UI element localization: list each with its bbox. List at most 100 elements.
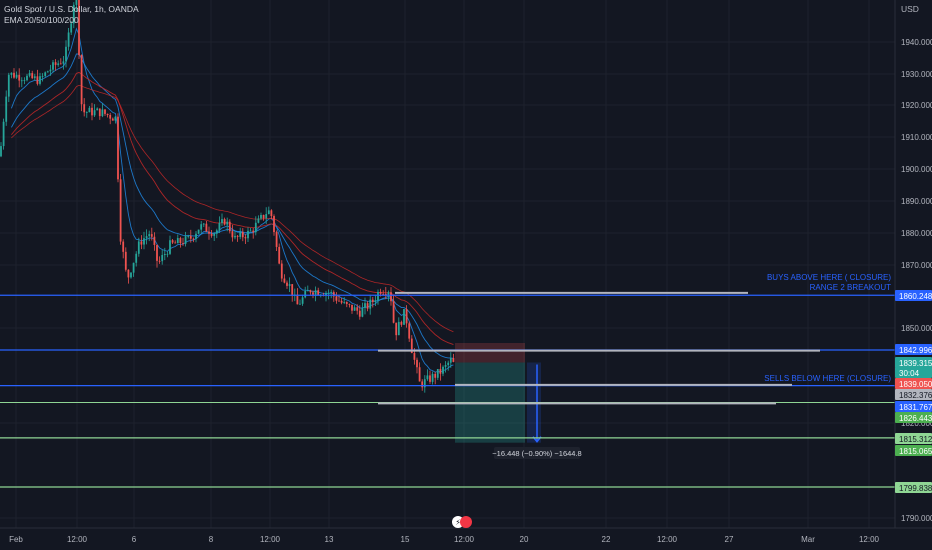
candle-body: [390, 292, 392, 302]
candle-body: [75, 0, 78, 5]
price-axis[interactable]: 1940.000 1930.000 1920.000 1910.000 1900.000…: [901, 38, 932, 523]
x-tick-label: Feb: [9, 535, 23, 544]
price-label-box: [895, 378, 932, 389]
candle-body: [273, 216, 275, 233]
candle-body: [130, 272, 132, 278]
y-tick-label: 1920.000: [901, 101, 932, 110]
candle-body: [275, 232, 278, 247]
ema-line: [11, 84, 454, 333]
candle-body: [101, 109, 104, 117]
x-tick-label: 12:00: [859, 535, 880, 544]
candle-body: [257, 218, 260, 223]
candle-body: [332, 292, 335, 297]
candle-body: [270, 210, 273, 217]
candle-body: [5, 96, 8, 122]
sell-note: SELLS BELOW HERE (CLOSURE): [764, 374, 891, 383]
candle-body: [283, 278, 286, 283]
candle-body: [197, 229, 200, 234]
price-label: 1832.376: [899, 391, 932, 400]
time-axis[interactable]: Feb 12:00 6 8 12:00 13 15 12:00 20 22 12:00 27 Mar 12…: [9, 535, 879, 544]
candle-body: [234, 235, 236, 238]
y-tick-label: 1850.000: [901, 324, 932, 333]
x-tick-label: 20: [520, 535, 529, 544]
candle-body: [351, 304, 353, 311]
candle-body: [80, 54, 83, 105]
candle-body: [62, 61, 65, 64]
candle-body: [104, 109, 106, 114]
candle-body: [23, 80, 26, 81]
candle-body: [288, 284, 291, 286]
candle-body: [145, 236, 148, 239]
candle-body: [153, 236, 156, 245]
candle-body: [314, 290, 317, 295]
candle-body: [416, 359, 418, 368]
candle-body: [312, 292, 314, 295]
candle-body: [127, 269, 130, 278]
candle-body: [338, 300, 340, 302]
candle-body: [286, 282, 288, 286]
candle-body: [135, 253, 138, 263]
candle-body: [46, 71, 49, 73]
price-label-box: [895, 290, 932, 301]
candle-body: [83, 104, 86, 113]
candle-body: [148, 234, 151, 237]
candle-body: [2, 121, 5, 147]
candle-body: [39, 76, 41, 84]
candle-body: [226, 221, 229, 225]
candle-body: [179, 238, 182, 244]
candle-body: [343, 302, 346, 303]
candle-body: [174, 242, 177, 244]
price-label-box: [895, 412, 932, 423]
candle-body: [215, 230, 218, 234]
candle-body: [444, 365, 447, 367]
candle-body: [317, 290, 320, 296]
candle-body: [0, 146, 2, 157]
candle-body: [13, 72, 15, 78]
price-label-box: [895, 401, 932, 412]
price-label: 1826.443: [899, 414, 932, 423]
x-tick-label: 12:00: [657, 535, 678, 544]
candle-body: [158, 260, 161, 262]
price-label: 30:04: [899, 369, 920, 378]
candle-body: [221, 219, 223, 223]
candle-body: [161, 255, 164, 262]
x-tick-label: 12:00: [67, 535, 88, 544]
candle-body: [239, 231, 242, 237]
symbol-title[interactable]: Gold Spot / U.S. Dollar, 1h, OANDA: [4, 4, 139, 14]
candle-body: [296, 294, 299, 305]
measure-label: −16.448 (−0.90%) −1644.8: [492, 449, 581, 458]
candle-body: [262, 214, 265, 219]
candle-body: [137, 241, 140, 254]
replay-icon[interactable]: ⚡: [452, 516, 472, 528]
candle-body: [364, 303, 366, 308]
candle-body: [231, 231, 234, 238]
candle-body: [413, 353, 416, 360]
level-lines[interactable]: [0, 291, 895, 488]
candle-body: [397, 321, 400, 336]
candle-body: [57, 63, 60, 65]
candle-body: [106, 113, 109, 115]
candle-body: [423, 379, 426, 388]
y-tick-label: 1790.000: [901, 514, 932, 523]
candle-body: [327, 293, 330, 294]
candle-body: [374, 300, 377, 302]
candle-body: [156, 244, 158, 261]
candle-body: [143, 238, 145, 245]
candle-body: [210, 233, 213, 236]
x-tick-label: 8: [209, 535, 214, 544]
indicator-title[interactable]: EMA 20/50/100/200: [4, 15, 79, 25]
y-tick-label: 1930.000: [901, 70, 932, 79]
candle-body: [452, 357, 455, 362]
candle-body: [163, 254, 166, 256]
candle-body: [59, 63, 62, 65]
price-label: 1842.996: [899, 346, 932, 355]
candle-body: [98, 108, 101, 117]
candle-body: [88, 107, 91, 113]
candle-body: [20, 80, 23, 82]
candle-body: [353, 307, 356, 311]
price-label-box: [895, 389, 932, 400]
candle-body: [132, 262, 135, 273]
